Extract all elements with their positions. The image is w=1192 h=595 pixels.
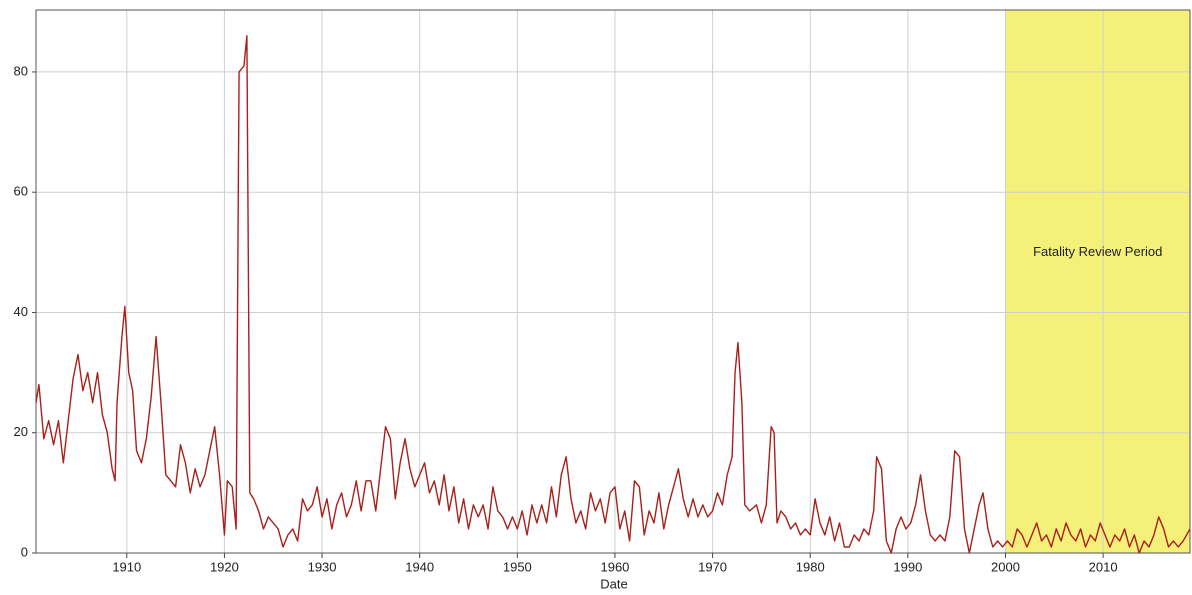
x-tick-label: 1960: [600, 559, 629, 574]
data-line: [35, 35, 1191, 554]
x-tick-label: 1920: [210, 559, 239, 574]
plot-frame: [35, 9, 1191, 554]
x-tick-label: 2010: [1089, 559, 1118, 574]
x-tick-label: 1970: [698, 559, 727, 574]
x-tick-label: 1910: [112, 559, 141, 574]
x-tick-label: 1980: [796, 559, 825, 574]
highlight-region: [1005, 10, 1190, 553]
y-tick-label: 20: [14, 424, 28, 439]
x-tick-label: 1930: [308, 559, 337, 574]
y-tick-label: 40: [14, 304, 28, 319]
x-tick-label: 1950: [503, 559, 532, 574]
x-axis-label: Date: [600, 576, 627, 591]
x-tick-label: 1940: [405, 559, 434, 574]
x-tick-label: 2000: [991, 559, 1020, 574]
y-tick-label: 80: [14, 63, 28, 78]
y-tick-label: 0: [21, 544, 28, 559]
x-tick-label: 1990: [893, 559, 922, 574]
annotation: Fatality Review Period: [1033, 244, 1162, 259]
y-tick-label: 60: [14, 184, 28, 199]
